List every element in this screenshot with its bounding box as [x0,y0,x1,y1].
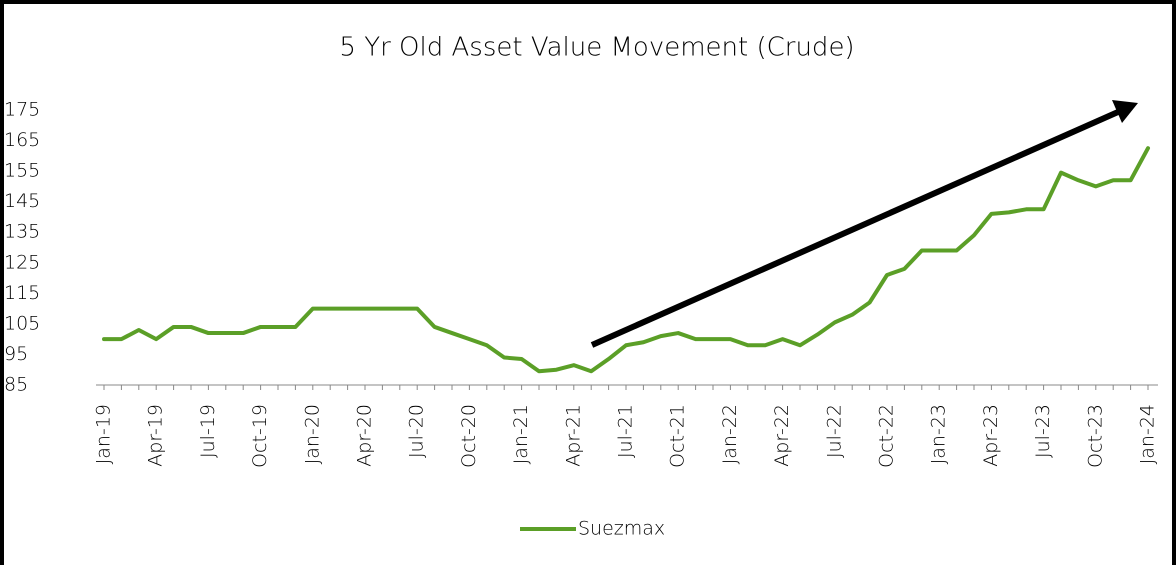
y-tick-label: 155 [4,160,40,182]
y-tick-label: 95 [4,343,28,365]
y-tick-label: 145 [4,190,40,212]
x-tick-label: Jan-23 [928,404,950,464]
x-tick-label: Jul-21 [615,404,637,458]
x-tick-label: Jul-19 [197,404,219,458]
x-tick-label: Jan-21 [510,404,532,464]
x-tick-label: Jul-23 [1032,404,1054,458]
x-tick-label: Oct-22 [876,404,898,468]
trend-arrow [590,100,1138,348]
x-tick-label: Apr-19 [145,404,167,467]
x-tick-label: Apr-23 [980,404,1002,467]
x-tick-label: Apr-20 [354,404,376,467]
x-tick-label: Jan-20 [301,404,323,464]
x-tick-label: Apr-22 [771,404,793,467]
x-tick-label: Apr-21 [562,404,584,467]
x-tick-label: Jul-22 [823,404,845,458]
chart-title: 5 Yr Old Asset Value Movement (Crude) [339,33,854,63]
legend-label: Suezmax [578,518,665,540]
y-tick-label: 135 [4,221,40,243]
x-tick-label: Oct-20 [458,404,480,468]
y-tick-label: 105 [4,312,40,334]
y-tick-label: 165 [4,129,40,151]
x-tick-label: Oct-23 [1084,404,1106,468]
y-tick-label: 125 [4,251,40,273]
y-tick-label: 175 [4,99,40,121]
x-tick-label: Jan-24 [1137,404,1159,464]
x-tick-label: Oct-21 [667,404,689,468]
x-tick-label: Jan-19 [93,404,115,464]
x-tick-label: Oct-19 [249,404,271,468]
y-tick-label: 115 [4,282,40,304]
x-tick-label: Jul-20 [406,404,428,458]
y-tick-label: 85 [4,374,28,396]
plot-area: 85 95 105 115 125 135 145 155 165 175 Jan-19 Apr-19… [4,99,1159,540]
x-tick-label: Jan-22 [719,404,741,464]
line-series [102,146,1150,374]
